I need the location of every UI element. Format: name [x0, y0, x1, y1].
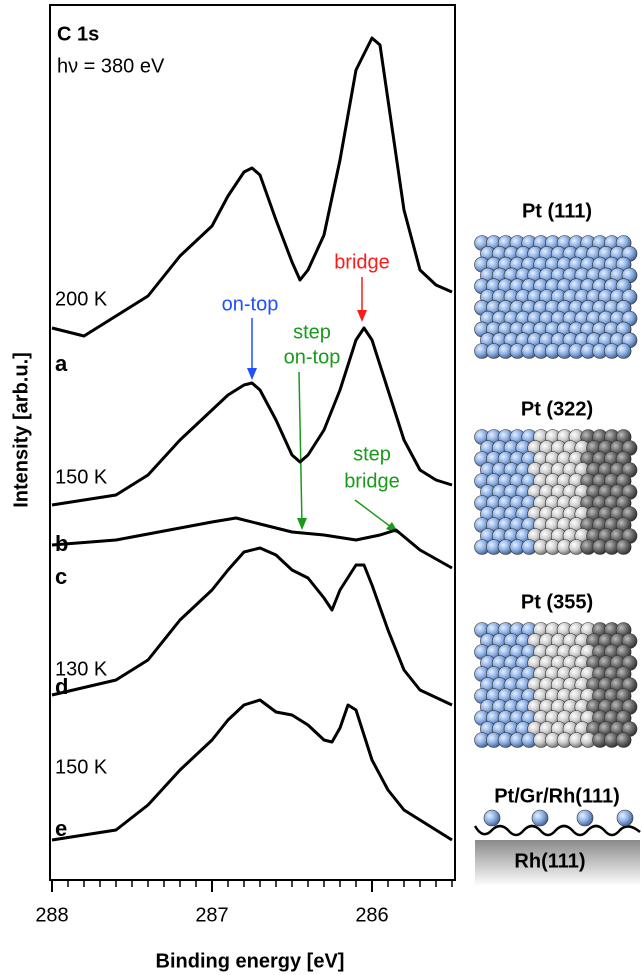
atom	[615, 343, 632, 359]
substrate-label: Rh(111)	[514, 850, 585, 872]
arrow-head	[357, 310, 367, 322]
x-tick-label: 288	[35, 904, 68, 926]
subtitle: hν = 380 eV	[57, 55, 165, 77]
spectrum-line	[51, 546, 453, 707]
plot-frame	[49, 4, 456, 881]
spectrum-line	[51, 516, 453, 570]
model-title: Pt/Gr/Rh(111)	[494, 785, 620, 807]
atom	[616, 809, 634, 827]
graphene	[473, 824, 641, 837]
arrow-head	[297, 518, 307, 530]
atom	[615, 732, 632, 748]
arrow	[298, 371, 303, 527]
arrow-head	[247, 368, 257, 380]
annotation: step bridge	[344, 443, 400, 534]
annotation: step on-top	[284, 321, 341, 530]
annotation-text: on-top	[222, 293, 279, 315]
series-label: e	[55, 816, 67, 841]
spectrum-line	[51, 698, 453, 842]
annotation-text: bridge	[344, 470, 400, 492]
model-title: Pt (322)	[521, 398, 593, 420]
temperature-label: 130 K	[55, 658, 108, 680]
temperature-label: 150 K	[55, 756, 108, 778]
annotation: bridge	[334, 251, 390, 322]
series-label: a	[55, 351, 68, 376]
x-axis-label: Binding energy [eV]	[156, 950, 345, 972]
atom	[615, 539, 632, 555]
annotation-text: on-top	[284, 346, 341, 368]
atom	[576, 809, 594, 827]
arrow	[354, 499, 396, 531]
model-title: Pt (111)	[522, 200, 592, 222]
temperature-label: 200 K	[55, 288, 108, 310]
annotation-text: bridge	[334, 251, 390, 273]
chart-title: C 1s	[57, 23, 99, 45]
atom-models	[474, 235, 638, 827]
temperature-label: 150 K	[55, 466, 108, 488]
series-label: c	[55, 564, 67, 589]
x-tick-label: 286	[355, 904, 388, 926]
annotation-text: step	[293, 321, 331, 343]
atom	[531, 809, 549, 827]
model-title: Pt (355)	[521, 591, 593, 613]
spectrum-line	[51, 36, 453, 338]
substrate	[475, 840, 640, 886]
atom	[483, 809, 501, 827]
annotation: on-top	[222, 293, 279, 380]
annotation-text: step	[353, 443, 391, 465]
spectrum-line	[51, 326, 453, 507]
y-axis-label: Intensity [arb.u.]	[10, 352, 32, 508]
x-tick-label: 287	[195, 904, 228, 926]
